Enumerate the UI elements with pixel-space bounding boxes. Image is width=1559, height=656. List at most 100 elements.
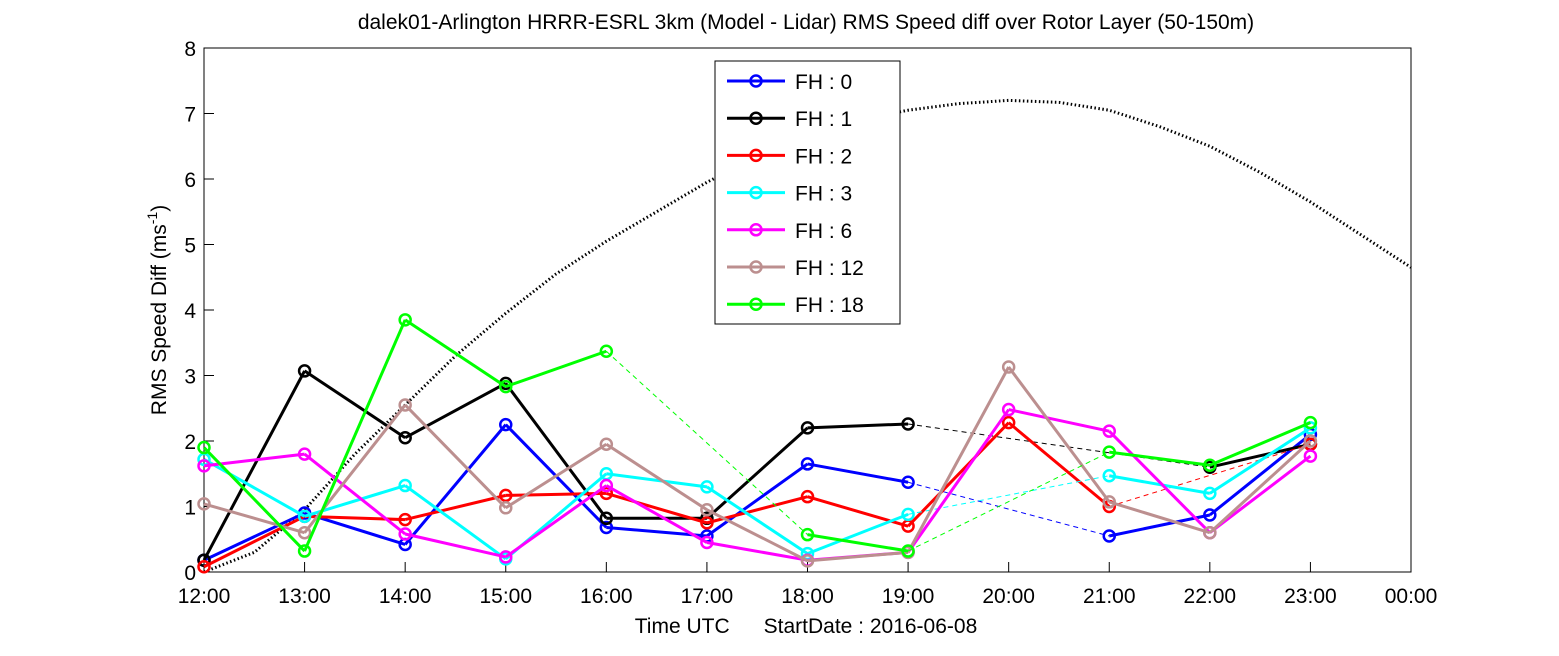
x-tick-label: 16:00: [580, 585, 633, 608]
series-line-segment: [404, 484, 507, 561]
data-point-marker: [1102, 529, 1116, 543]
data-point-marker: [1102, 468, 1116, 483]
data-point-marker: [800, 527, 815, 542]
series-gap-segment: [907, 475, 1110, 515]
data-point-marker: [1001, 415, 1016, 430]
x-tick-label: 17:00: [681, 585, 734, 608]
y-tick-label: 1: [184, 497, 196, 520]
series-line-segment: [1108, 430, 1211, 534]
legend-entry: FH : 0: [727, 71, 852, 94]
series-line-segment: [807, 533, 909, 553]
data-point-marker: [800, 489, 815, 504]
series-2: [197, 415, 1318, 574]
series-lines: [197, 313, 1318, 574]
data-point-marker: [599, 511, 614, 526]
series-line-segment: [203, 458, 306, 518]
series-line-segment: [404, 318, 507, 388]
legend-label: FH : 1: [795, 108, 852, 131]
series-line-segment: [504, 484, 608, 559]
data-point-marker: [1102, 495, 1116, 509]
series-line-segment: [504, 443, 608, 510]
series-line-segment: [605, 443, 708, 512]
series-line-segment: [1008, 408, 1110, 433]
series-line-segment: [807, 550, 909, 563]
legend-entry: FH : 1: [727, 108, 852, 131]
series-gap-segment: [605, 350, 808, 536]
data-point-marker: [499, 501, 513, 515]
series-line-segment: [404, 423, 507, 546]
x-tick-label: 14:00: [379, 585, 432, 608]
data-point-marker: [599, 520, 614, 535]
series-line-segment: [1208, 454, 1312, 534]
series-line-segment: [404, 382, 507, 440]
data-point-marker: [901, 544, 915, 558]
data-point-marker: [1102, 424, 1116, 438]
data-point-marker: [599, 437, 614, 452]
series-line-segment: [1209, 421, 1312, 467]
series-line-segment: [1208, 439, 1312, 534]
legend: FH : 0 FH : 1 FH : 2 FH : 3 FH : 6 FH : 12 FH …: [714, 60, 901, 325]
data-point-marker: [499, 379, 513, 394]
x-tick-label: 19:00: [882, 585, 935, 608]
data-point-marker: [800, 457, 815, 471]
series-4: [197, 402, 1318, 567]
series-line-segment: [706, 485, 809, 555]
series-line-segment: [806, 512, 909, 556]
data-point-marker: [700, 480, 714, 494]
series-gap-segment: [907, 451, 1110, 552]
legend-label: FH : 6: [795, 220, 852, 243]
series-6: [197, 313, 1318, 558]
series-line-segment: [706, 541, 808, 562]
legend-entry: FH : 2: [727, 145, 852, 168]
legend-marker-swatch: [749, 260, 763, 274]
series-line-segment: [303, 452, 407, 536]
legend-marker-swatch: [749, 148, 763, 163]
y-tick-label: 5: [184, 235, 196, 258]
legend-label: FH : 0: [795, 71, 852, 94]
x-tick-label: 23:00: [1284, 585, 1337, 608]
series-line-segment: [505, 491, 607, 497]
data-point-marker: [297, 544, 312, 558]
x-axis-label-main: Time UTC: [635, 615, 730, 638]
data-point-marker: [1203, 486, 1217, 501]
series-line-segment: [1109, 450, 1211, 467]
data-point-marker: [1102, 445, 1116, 459]
data-point-marker: [700, 516, 714, 530]
legend-marker-swatch: [749, 74, 763, 88]
series-line-segment: [303, 319, 407, 552]
data-point-marker: [197, 440, 211, 455]
x-axis-label-startdate: StartDate : 2016-06-08: [764, 615, 978, 638]
series-line-segment: [404, 403, 507, 509]
legend-entry: FH : 6: [727, 220, 852, 243]
data-point-marker: [901, 475, 915, 490]
series-line-segment: [1007, 421, 1111, 508]
data-point-marker: [1001, 402, 1016, 417]
data-point-marker: [499, 488, 513, 503]
series-line-segment: [203, 502, 305, 535]
series-line-segment: [907, 421, 1010, 528]
data-point-marker: [297, 364, 312, 378]
data-point-marker: [1001, 360, 1016, 374]
series-line-segment: [1108, 474, 1211, 495]
x-tick-label: 00:00: [1385, 585, 1438, 608]
chart-title: dalek01-Arlington HRRR-ESRL 3km (Model -…: [358, 11, 1254, 34]
series-line-segment: [1108, 513, 1211, 538]
series-line-segment: [706, 508, 809, 563]
series-5: [197, 360, 1318, 568]
data-point-marker: [197, 459, 211, 473]
data-point-marker: [1203, 458, 1217, 472]
series-line-segment: [202, 446, 306, 553]
data-point-marker: [398, 313, 412, 327]
series-line-segment: [605, 491, 708, 525]
data-point-marker: [599, 344, 614, 359]
series-3: [197, 421, 1318, 566]
y-tick-label: 2: [184, 431, 196, 454]
series-line-segment: [706, 462, 809, 538]
series-line-segment: [203, 511, 306, 562]
legend-label: FH : 3: [795, 183, 852, 206]
legend-entry: FH : 12: [727, 257, 864, 280]
y-tick-label: 7: [184, 104, 196, 127]
series-line-segment: [202, 370, 306, 561]
data-point-marker: [297, 447, 312, 461]
